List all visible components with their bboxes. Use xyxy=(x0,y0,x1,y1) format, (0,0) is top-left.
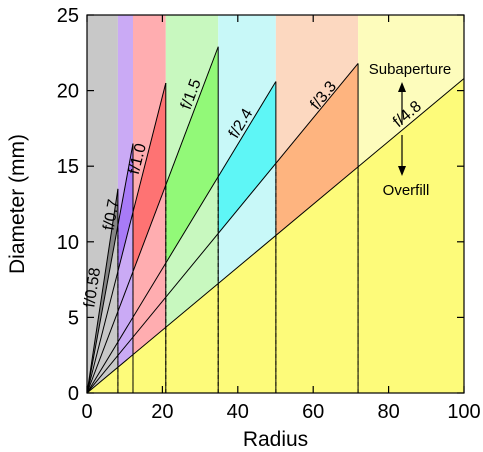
band-f058 xyxy=(87,15,118,393)
line-f33 xyxy=(86,63,359,394)
y-tick-label: 25 xyxy=(57,5,79,27)
ticks-layer xyxy=(86,14,465,394)
line-f10 xyxy=(86,82,167,394)
x-tick-label: 80 xyxy=(377,401,399,423)
x-tick-label: 100 xyxy=(447,401,480,423)
y-tick-label: 10 xyxy=(57,232,79,254)
line-f15 xyxy=(86,46,219,394)
annotation-subaperture: Subaperture xyxy=(369,61,452,78)
series-label-f07: f/0.7 xyxy=(100,198,122,232)
x-tick-label: 40 xyxy=(227,401,249,423)
arrow-down-head-icon xyxy=(398,166,406,176)
y-tick-label: 20 xyxy=(57,81,79,103)
wedge-f07 xyxy=(117,143,133,272)
y-tick-label: 15 xyxy=(57,156,79,178)
x-axis-title: Radius xyxy=(243,428,308,451)
plot-frame xyxy=(86,14,465,394)
wedge-f10 xyxy=(132,83,166,272)
annotation-group: Subaperture Overfill xyxy=(369,61,452,199)
annotation-overfill: Overfill xyxy=(383,182,430,199)
y-tick-label: 5 xyxy=(68,307,79,329)
line-f24 xyxy=(86,81,277,394)
x-tick-label: 0 xyxy=(81,401,92,423)
y-tick-label: 0 xyxy=(68,383,79,405)
x-tick-label: 20 xyxy=(151,401,173,423)
wedge-f24 xyxy=(218,81,276,234)
arrow-up-head-icon xyxy=(398,82,406,92)
y-axis-title: Diameter (mm) xyxy=(6,134,29,274)
wedge-f33 xyxy=(275,63,359,236)
dashes-layer xyxy=(117,46,359,393)
tick-labels-layer: 0 20 40 60 80 100 0 5 10 15 20 25 xyxy=(57,5,481,423)
x-tick-label: 60 xyxy=(302,401,324,423)
wedge-f15 xyxy=(165,46,219,264)
line-f07 xyxy=(86,143,134,394)
line-f058 xyxy=(86,188,119,394)
